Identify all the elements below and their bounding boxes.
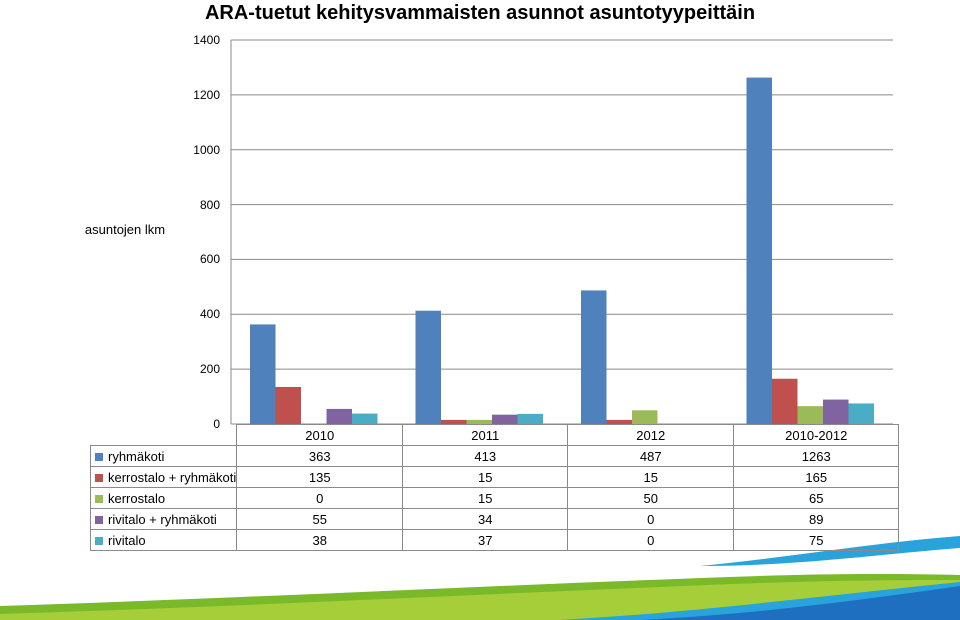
- decorative-wave: [0, 536, 960, 620]
- bar: [746, 77, 772, 424]
- bars: [250, 77, 874, 424]
- bar: [848, 403, 874, 424]
- y-tick-label: 1200: [193, 87, 220, 102]
- table-corner: [90, 424, 238, 446]
- bar: [250, 324, 276, 424]
- wave-shape: [640, 586, 960, 620]
- legend-swatch: [95, 536, 103, 545]
- bar: [632, 410, 658, 424]
- bar: [581, 290, 607, 424]
- category-label: 2010-2012: [733, 424, 900, 446]
- data-value: 75: [733, 529, 900, 551]
- bar: [797, 406, 823, 424]
- bar: [352, 413, 378, 424]
- data-value: 55: [236, 508, 404, 530]
- data-table: 2010 2011 2012 2010-2012 ryhmäkoti 363 413 487 1…: [89, 424, 900, 551]
- series-name: ryhmäkoti: [108, 448, 165, 464]
- data-value: 487: [567, 445, 735, 467]
- y-tick-label: 400: [199, 307, 220, 322]
- series-label: kerrostalo: [89, 487, 238, 509]
- bar: [415, 310, 441, 424]
- gridlines: [230, 39, 893, 425]
- data-value: 135: [236, 466, 404, 488]
- data-value: 363: [236, 445, 404, 467]
- data-value: 0: [236, 487, 404, 509]
- series-label: rivitalo + ryhmäkoti: [89, 508, 238, 530]
- series-name: kerrostalo: [108, 490, 166, 506]
- table-row: rivitalo 38 37 0 75: [89, 529, 900, 551]
- data-value: 1263: [733, 445, 900, 467]
- data-value: 413: [402, 445, 569, 467]
- bar: [606, 419, 632, 424]
- bar: [823, 399, 849, 424]
- chart-title: ARA-tuetut kehitysvammaisten asunnot asu…: [204, 2, 756, 24]
- table-header-row: 2010 2011 2012 2010-2012: [90, 424, 900, 446]
- data-value: 15: [402, 466, 569, 488]
- bar: [466, 419, 492, 424]
- series-name: rivitalo: [108, 532, 146, 548]
- data-value: 165: [733, 466, 900, 488]
- table-row: rivitalo + ryhmäkoti 55 34 0 89: [89, 508, 900, 530]
- data-value: 15: [567, 466, 735, 488]
- series-label: kerrostalo + ryhmäkoti: [89, 466, 238, 488]
- y-tick-label: 200: [199, 362, 220, 377]
- bar: [275, 386, 301, 424]
- bar: [772, 378, 798, 424]
- data-value: 15: [402, 487, 569, 509]
- legend-swatch: [95, 452, 103, 461]
- y-tick-label: 1400: [193, 33, 220, 47]
- series-name: rivitalo + ryhmäkoti: [108, 511, 217, 527]
- y-tick-label: 0: [213, 417, 220, 431]
- y-tick-label: 600: [199, 252, 220, 267]
- data-value: 37: [402, 529, 569, 551]
- series-name: kerrostalo + ryhmäkoti: [108, 469, 237, 485]
- bar: [326, 408, 352, 424]
- y-tick-label: 800: [199, 197, 220, 212]
- series-label: rivitalo: [89, 529, 238, 551]
- data-value: 65: [733, 487, 900, 509]
- table-row: kerrostalo 0 15 50 65: [89, 487, 900, 509]
- bar: [492, 414, 518, 424]
- table-row: kerrostalo + ryhmäkoti 135 15 15 165: [89, 466, 900, 488]
- legend-swatch: [95, 494, 103, 503]
- data-value: 34: [402, 508, 569, 530]
- table-row: ryhmäkoti 363 413 487 1263: [89, 445, 900, 467]
- category-label: 2011: [402, 424, 569, 446]
- legend-swatch: [95, 473, 103, 482]
- category-label: 2012: [567, 424, 735, 446]
- category-label: 2010: [236, 424, 404, 446]
- legend-swatch: [95, 515, 103, 524]
- bar: [517, 413, 543, 424]
- data-value: 0: [567, 508, 735, 530]
- bar: [441, 419, 467, 424]
- data-value: 0: [567, 529, 735, 551]
- y-tick-label: 1000: [193, 142, 220, 157]
- y-axis-label: asuntojen lkm: [84, 222, 166, 237]
- series-label: ryhmäkoti: [89, 445, 238, 467]
- data-value: 38: [236, 529, 404, 551]
- data-value: 89: [733, 508, 900, 530]
- data-value: 50: [567, 487, 735, 509]
